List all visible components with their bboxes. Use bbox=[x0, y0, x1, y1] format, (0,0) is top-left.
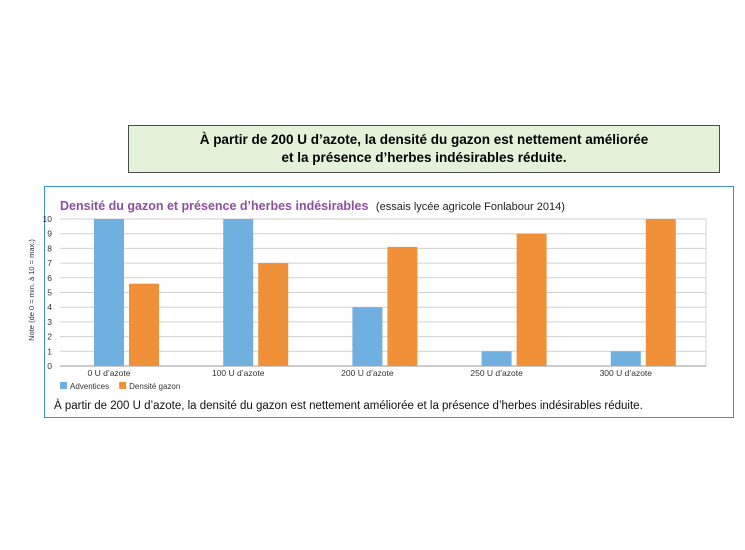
chart-title-main: Densité du gazon et présence d’herbes in… bbox=[60, 199, 368, 213]
legend: Adventices Densité gazon bbox=[60, 382, 180, 391]
y-axis-label: Note (de 0 = min. à 10 = max.) bbox=[27, 239, 36, 341]
bar-densite-gazon bbox=[258, 263, 289, 366]
y-tick-label: 5 bbox=[47, 288, 52, 298]
y-tick-label: 10 bbox=[43, 214, 53, 224]
legend-swatch bbox=[60, 382, 67, 389]
grid-lines bbox=[60, 218, 707, 367]
y-tick-label: 8 bbox=[47, 243, 52, 253]
y-tick-label: 2 bbox=[47, 332, 52, 342]
bars-group bbox=[94, 219, 676, 366]
bar-densite-gazon bbox=[645, 219, 676, 366]
summary-banner: À partir de 200 U d’azote, la densité du… bbox=[128, 125, 720, 173]
bar-densite-gazon bbox=[516, 233, 547, 366]
chart-title: Densité du gazon et présence d’herbes in… bbox=[60, 199, 565, 213]
x-tick-label: 200 U d’azote bbox=[341, 368, 394, 378]
y-tick-label: 9 bbox=[47, 229, 52, 239]
y-tick-labels: 0 1 2 3 4 5 6 7 8 9 10 bbox=[43, 214, 53, 371]
bar-adventices bbox=[352, 307, 383, 366]
x-tick-label: 100 U d’azote bbox=[212, 368, 265, 378]
y-tick-label: 6 bbox=[47, 273, 52, 283]
legend-label: Densité gazon bbox=[129, 382, 180, 391]
legend-swatch bbox=[119, 382, 127, 389]
y-tick-label: 3 bbox=[47, 317, 52, 327]
banner-line-1: À partir de 200 U d’azote, la densité du… bbox=[199, 132, 649, 147]
x-tick-label: 0 U d’azote bbox=[88, 368, 131, 378]
y-tick-label: 0 bbox=[47, 361, 52, 371]
chart-caption: À partir de 200 U d’azote, la densité du… bbox=[54, 400, 643, 412]
bar-adventices bbox=[610, 351, 641, 366]
bar-adventices bbox=[223, 219, 254, 366]
x-tick-label: 250 U d’azote bbox=[470, 368, 523, 378]
x-tick-label: 300 U d’azote bbox=[600, 368, 653, 378]
bar-densite-gazon bbox=[129, 283, 159, 366]
bar-adventices bbox=[481, 351, 512, 366]
legend-label: Adventices bbox=[70, 382, 109, 391]
x-tick-labels: 0 U d’azote 100 U d’azote 200 U d’azote 250… bbox=[88, 368, 653, 378]
chart-subtitle: (essais lycée agricole Fonlabour 2014) bbox=[376, 201, 565, 213]
bar-densite-gazon bbox=[387, 246, 418, 366]
banner-line-2: et la présence d’herbes indésirables réd… bbox=[281, 150, 567, 165]
y-tick-label: 1 bbox=[47, 346, 52, 356]
bar-adventices bbox=[94, 219, 124, 366]
y-tick-label: 7 bbox=[47, 258, 52, 268]
y-tick-label: 4 bbox=[47, 302, 52, 312]
